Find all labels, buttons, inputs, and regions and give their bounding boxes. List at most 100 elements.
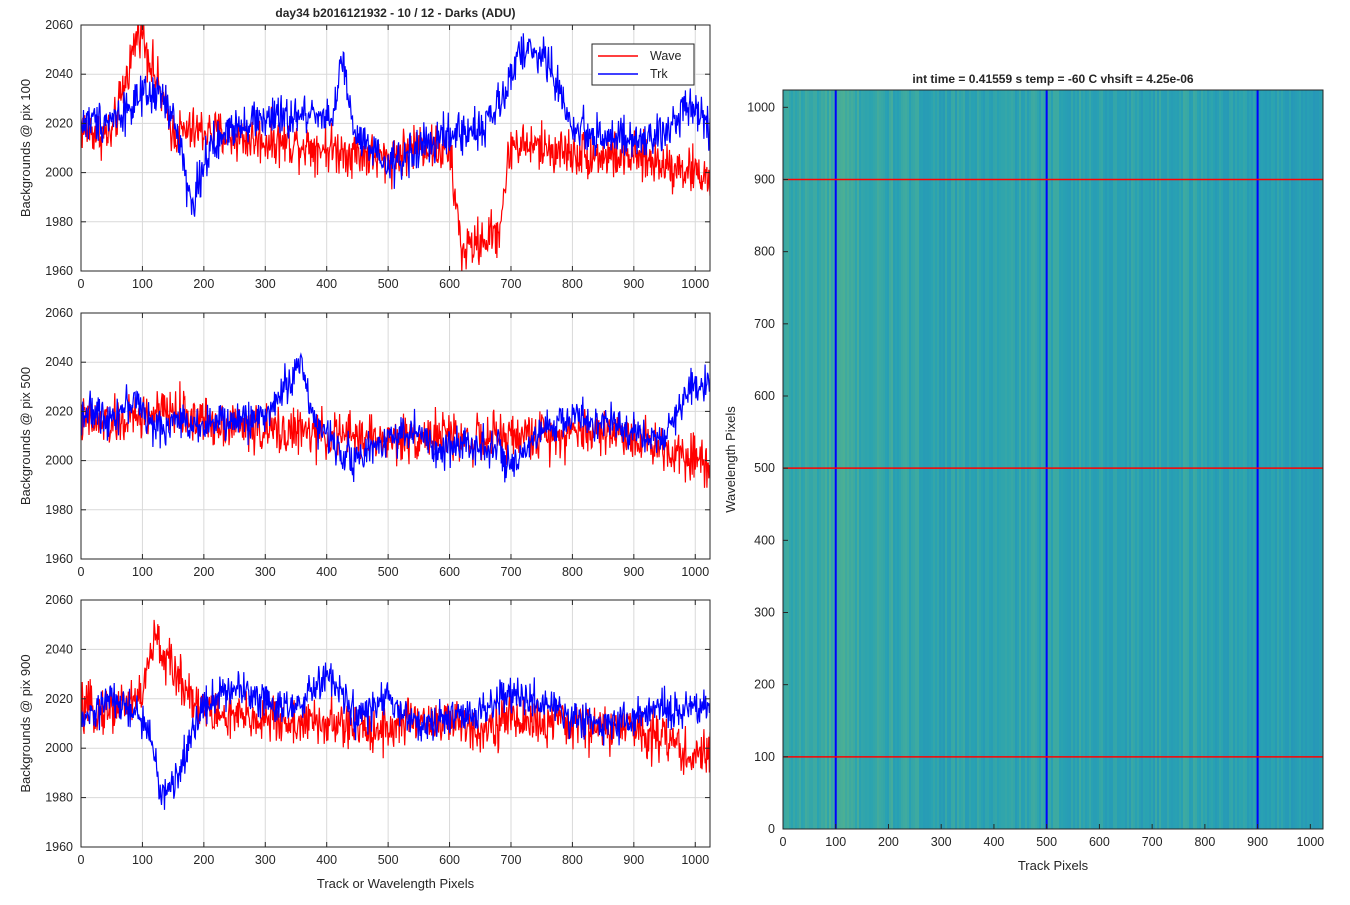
heatmap-column [1183,90,1185,829]
heatmap-column [1153,90,1155,829]
heatmap-column [897,90,899,829]
heatmap-column [849,90,851,829]
heatmap-column [1227,90,1229,829]
legend-label-trk: Trk [650,67,668,81]
heatmap-column [1301,90,1303,829]
heatmap-column [809,90,811,829]
heatmap-column [949,90,951,829]
y-axis-label: Backgrounds @ pix 500 [18,367,33,505]
y-tick-label: 0 [768,822,775,836]
x-tick-label: 600 [439,853,460,867]
y-tick-label: 600 [754,389,775,403]
x-axis-label: Track or Wavelength Pixels [317,876,475,891]
heatmap-column [861,90,863,829]
heatmap-column [971,90,973,829]
heatmap-column [1189,90,1191,829]
heatmap-column [919,90,921,829]
x-tick-label: 0 [78,853,85,867]
heatmap-column [1265,90,1267,829]
heatmap-column [1077,90,1079,829]
heatmap-column [1209,90,1211,829]
y-axis-label: Wavelength Pixels [723,406,738,513]
heatmap-column [1161,90,1163,829]
heatmap-column [945,90,947,829]
y-tick-label: 1960 [45,840,73,854]
x-tick-label: 300 [255,853,276,867]
series-line-wave [81,381,710,488]
heatmap-column [1039,90,1041,829]
heatmap-column [931,90,933,829]
heatmap-column [789,90,791,829]
heatmap-column [831,90,833,829]
heatmap-column [989,90,991,829]
heatmap-column [917,90,919,829]
y-tick-label: 900 [754,172,775,186]
y-tick-label: 2060 [45,18,73,32]
y-tick-label: 1960 [45,552,73,566]
heatmap-column [1233,90,1235,829]
heatmap-column [1155,90,1157,829]
heatmap-column [921,90,923,829]
heatmap-column [1109,90,1111,829]
heatmap-column [783,90,785,829]
heatmap-column [889,90,891,829]
heatmap-column [1033,90,1035,829]
x-tick-label: 700 [501,277,522,291]
heatmap-column [1237,90,1239,829]
x-tick-label: 500 [378,853,399,867]
heatmap-column [1051,90,1053,829]
heatmap-column [1107,90,1109,829]
heatmap-column [995,90,997,829]
heatmap-column [1119,90,1121,829]
y-tick-label: 1980 [45,503,73,517]
heatmap-column [937,90,939,829]
heatmap-column [1275,90,1277,829]
heatmap-column [951,90,953,829]
heatmap-column [903,90,905,829]
heatmap-column [1319,90,1321,829]
heatmap-column [1219,90,1221,829]
x-tick-label: 800 [562,853,583,867]
heatmap-column [1125,90,1127,829]
x-tick-label: 100 [825,835,846,849]
chart-title: day34 b2016121932 - 10 / 12 - Darks (ADU… [275,6,515,20]
y-tick-label: 2040 [45,355,73,369]
x-axis-label: Track Pixels [1018,858,1089,873]
heatmap-column [845,90,847,829]
x-tick-label: 400 [316,565,337,579]
x-tick-label: 900 [623,565,644,579]
heatmap-column [1121,90,1123,829]
heatmap-column [1263,90,1265,829]
heatmap-column [1029,90,1031,829]
heatmap-column [1281,90,1283,829]
heatmap-column [1073,90,1075,829]
heatmap-column [875,90,877,829]
heatmap-column [1067,90,1069,829]
heatmap-column [1145,90,1147,829]
y-tick-label: 2020 [45,404,73,418]
heatmap-column [1047,90,1049,829]
heatmap-column [1201,90,1203,829]
heatmap-column [1023,90,1025,829]
heatmap-column [1197,90,1199,829]
heatmap-column [1315,90,1317,829]
heatmap-column [1169,90,1171,829]
x-tick-label: 1000 [1296,835,1324,849]
heatmap-column [1259,90,1261,829]
heatmap-column [1203,90,1205,829]
heatmap-column [901,90,903,829]
heatmap-column [1115,90,1117,829]
heatmap-column [1013,90,1015,829]
heatmap-column [907,90,909,829]
heatmap-column [1061,90,1063,829]
series-line-trk [81,662,710,810]
heatmap-column [1191,90,1193,829]
heatmap-column [793,90,795,829]
heatmap-column [985,90,987,829]
x-tick-label: 600 [439,277,460,291]
heatmap-column [1111,90,1113,829]
heatmap-column [1309,90,1311,829]
heatmap-column [1187,90,1189,829]
heatmap-column [1123,90,1125,829]
y-tick-label: 1980 [45,215,73,229]
